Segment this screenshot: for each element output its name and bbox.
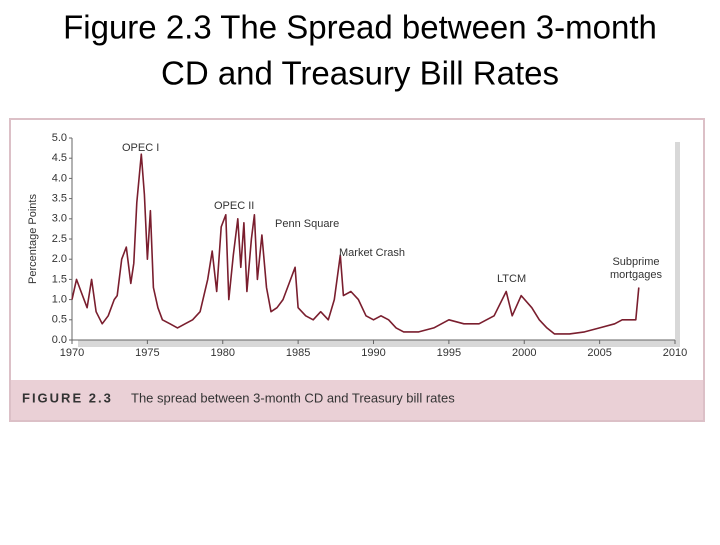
x-tick-label: 1980 xyxy=(211,347,235,359)
caption: The spread between 3-month CD and Treasu… xyxy=(131,390,455,405)
series-line xyxy=(71,153,640,335)
annotation: OPEC II xyxy=(214,200,254,212)
x-tick-label: 1975 xyxy=(135,347,159,359)
y-tick-label: 3.5 xyxy=(52,193,67,205)
x-tick-label: 1990 xyxy=(361,347,385,359)
x-tick-label: 2010 xyxy=(663,347,687,359)
y-tick-label: 3.0 xyxy=(52,213,67,225)
x-tick-label: 1985 xyxy=(286,347,310,359)
y-axis-label: Percentage Points xyxy=(27,194,39,284)
y-tick-label: 5.0 xyxy=(52,132,67,144)
y-tick-label: 4.5 xyxy=(52,152,67,164)
annotation: OPEC I xyxy=(122,142,159,154)
x-tick-label: 2000 xyxy=(512,347,536,359)
annotation: Subprime xyxy=(612,256,659,268)
y-tick-label: 0.0 xyxy=(52,334,67,346)
caption-label: FIGURE 2.3 xyxy=(22,390,113,405)
y-tick-label: 1.0 xyxy=(52,294,67,306)
y-tick-label: 2.5 xyxy=(52,233,67,245)
x-tick-label: 2005 xyxy=(587,347,611,359)
annotation: LTCM xyxy=(497,273,526,285)
slide-title-line: Figure 2.3 The Spread between 3-month xyxy=(63,9,657,46)
y-tick-label: 0.5 xyxy=(52,314,67,326)
plot-area xyxy=(72,138,675,340)
annotation: Market Crash xyxy=(339,247,405,259)
y-tick-label: 2.0 xyxy=(52,253,67,265)
annotation: mortgages xyxy=(610,269,662,281)
y-tick-label: 1.5 xyxy=(52,273,67,285)
x-tick-label: 1970 xyxy=(60,347,84,359)
x-tick-label: 1995 xyxy=(437,347,461,359)
caption-band xyxy=(11,380,703,420)
slide-title-line: CD and Treasury Bill Rates xyxy=(161,55,559,92)
annotation: Penn Square xyxy=(275,218,339,230)
y-tick-label: 4.0 xyxy=(52,172,67,184)
